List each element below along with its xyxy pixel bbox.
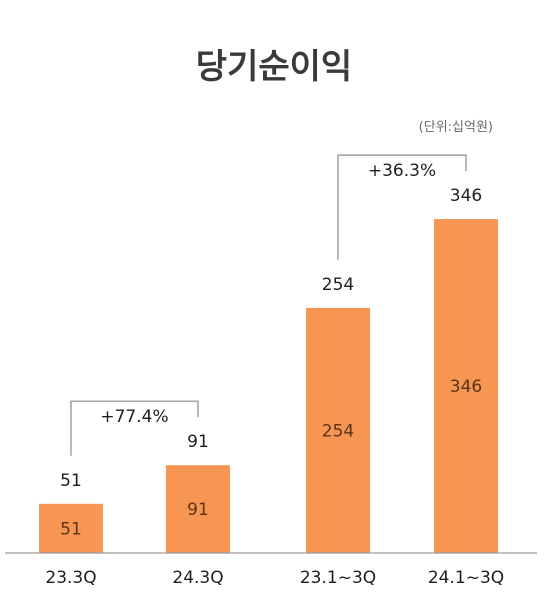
data-label-1: 91 [187, 432, 209, 452]
growth-bracket-1 [337, 154, 467, 260]
bar-1 [166, 465, 230, 553]
data-label-2: 254 [322, 275, 354, 295]
growth-label-1: +36.3% [368, 161, 436, 181]
data-label-0: 51 [60, 471, 82, 491]
x-tick-label-3: 24.1~3Q [428, 568, 504, 588]
bar-3 [434, 219, 498, 554]
x-tick-label-1: 24.3Q [172, 568, 223, 588]
bar-inner-label-0: 51 [60, 519, 82, 539]
chart-title: 당기순이익 [196, 47, 352, 87]
bar-0 [39, 503, 103, 553]
bar-2 [306, 307, 370, 553]
bar-inner-label-3: 346 [450, 377, 482, 397]
unit-note: (단위:십억원) [419, 120, 493, 135]
bar-inner-label-1: 91 [187, 500, 209, 520]
data-label-3: 346 [450, 186, 482, 206]
bar-inner-label-2: 254 [322, 421, 354, 441]
x-tick-label-0: 23.3Q [45, 568, 96, 588]
x-tick-label-2: 23.1~3Q [300, 568, 376, 588]
chart-marks: 51 51 23.3Q 91 91 24.3Q 254 254 23.1~3Q 346 346 24.… [39, 154, 504, 588]
growth-label-0: +77.4% [100, 407, 168, 427]
growth-bracket-0 [70, 400, 199, 456]
